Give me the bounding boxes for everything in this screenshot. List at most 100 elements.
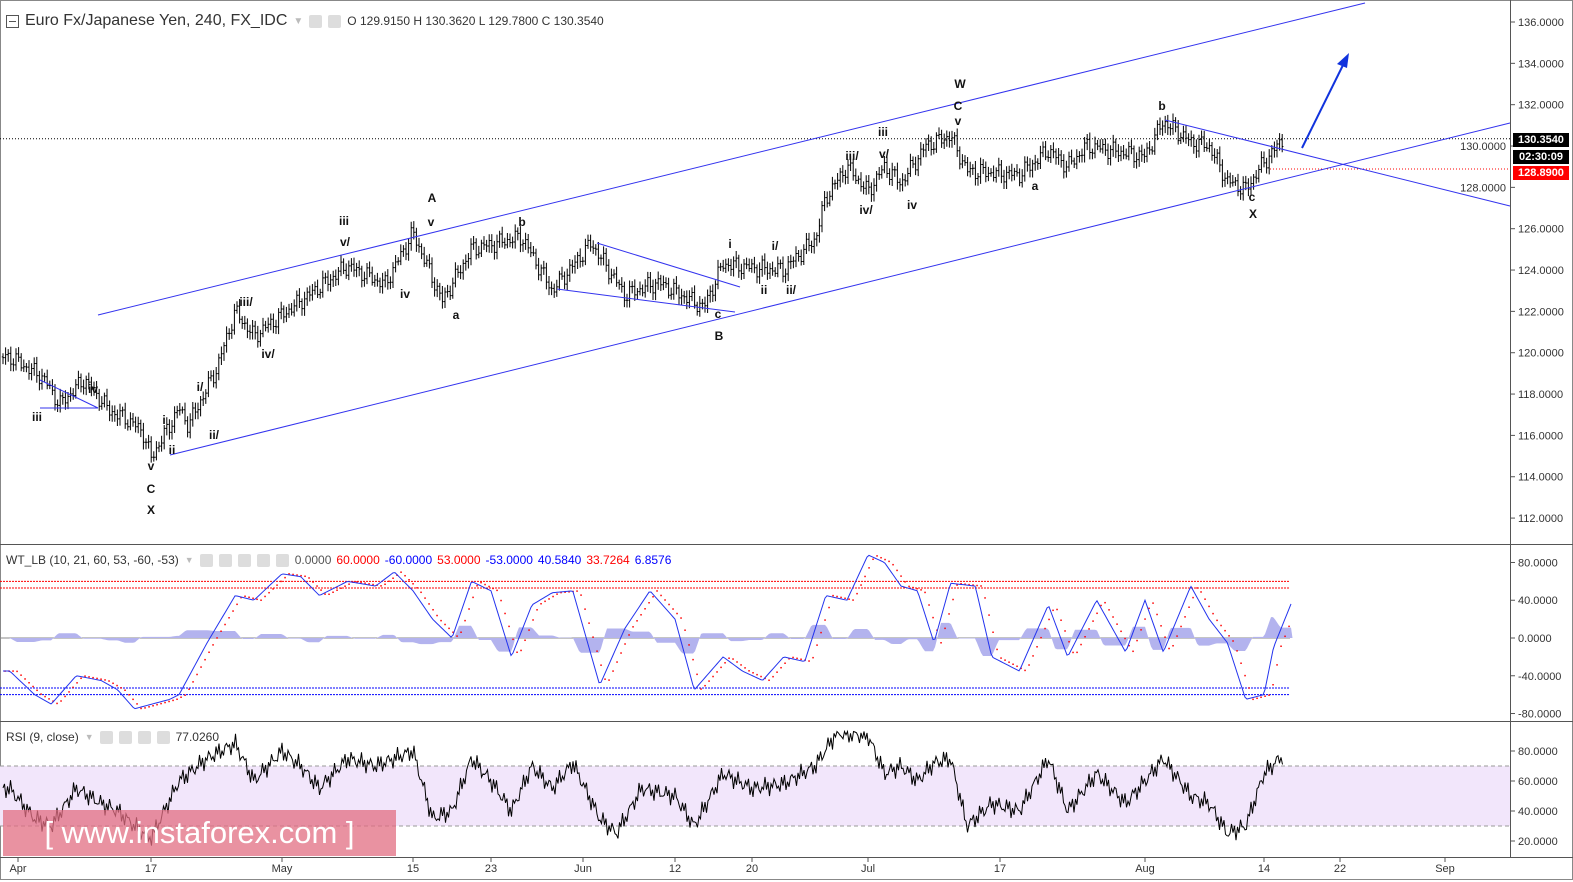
wave-label: ii/ xyxy=(786,283,797,297)
wt2-point xyxy=(368,583,370,585)
wt2-point xyxy=(728,657,730,659)
price-bar xyxy=(550,281,553,296)
eye-icon[interactable] xyxy=(199,553,213,567)
price-bar xyxy=(1169,123,1172,136)
price-bar xyxy=(576,251,579,269)
chevron-down-icon[interactable]: ▼ xyxy=(293,15,304,27)
wt2-point xyxy=(624,643,626,645)
x-tick-label: May xyxy=(272,863,293,875)
x-tick-label: 15 xyxy=(407,863,419,875)
wt2-point xyxy=(696,673,698,676)
wt2-point xyxy=(184,694,186,696)
wedge-lower-line xyxy=(556,288,736,313)
wt2-point xyxy=(648,602,650,604)
chevron-down-icon[interactable]: ▼ xyxy=(184,555,194,565)
plus-icon[interactable] xyxy=(256,553,270,567)
wt2-point xyxy=(76,682,78,684)
wt-title[interactable]: WT_LB (10, 21, 60, 53, -60, -53) xyxy=(6,553,179,567)
price-bar xyxy=(282,305,285,324)
wt2-point xyxy=(460,631,462,633)
source-code-icon[interactable] xyxy=(237,553,251,567)
wt2-point xyxy=(72,686,74,689)
price-bar xyxy=(1255,170,1258,184)
price-bar xyxy=(277,308,280,335)
price-bar xyxy=(1067,151,1071,172)
wt2-point xyxy=(40,693,42,695)
price-bar xyxy=(995,167,998,183)
wt2-point xyxy=(872,558,874,561)
price-bar xyxy=(631,281,634,294)
price-bar xyxy=(1028,158,1032,178)
wt2-point xyxy=(52,700,54,702)
price-bar xyxy=(597,241,600,266)
gear-icon[interactable] xyxy=(328,14,342,28)
price-bar xyxy=(649,271,652,294)
eye-icon[interactable] xyxy=(99,730,113,744)
price-bar xyxy=(974,160,977,186)
wt2-point xyxy=(328,593,330,596)
symbol-title[interactable]: Euro Fx/Japanese Yen, 240, FX_IDC xyxy=(25,12,288,29)
price-bar xyxy=(763,253,766,275)
price-bar xyxy=(251,320,254,340)
price-bar xyxy=(1034,154,1037,171)
collapse-icon[interactable] xyxy=(6,14,19,28)
rsi-title[interactable]: RSI (9, close) xyxy=(6,730,79,744)
price-bar xyxy=(308,285,311,302)
wt-value: 53.0000 xyxy=(437,553,481,567)
rsi-tick-label: 40.0000 xyxy=(1518,806,1558,818)
price-bar xyxy=(230,323,233,339)
price-bar xyxy=(100,396,103,410)
price-bar xyxy=(690,287,694,302)
wt2-point xyxy=(596,650,598,652)
price-bar xyxy=(659,274,662,292)
chevron-down-icon[interactable]: ▼ xyxy=(84,732,94,742)
wt2-point xyxy=(620,652,622,654)
wave-label: v xyxy=(428,215,435,229)
wt2-point xyxy=(108,680,110,682)
wt2-point xyxy=(344,585,346,587)
price-bar xyxy=(147,434,150,449)
price-bar xyxy=(501,226,504,248)
wt2-point xyxy=(884,558,886,561)
close-icon[interactable] xyxy=(275,553,289,567)
wt2-point xyxy=(1080,643,1082,646)
price-bar xyxy=(152,451,155,462)
wt2-point xyxy=(552,595,554,598)
price-bar xyxy=(956,128,959,157)
close-icon[interactable] xyxy=(156,730,170,744)
price-bar xyxy=(1005,166,1008,190)
wt2-point xyxy=(1012,663,1014,665)
price-bar xyxy=(1247,178,1250,197)
price-bar xyxy=(854,168,857,185)
wt2-point xyxy=(548,598,550,600)
wave-label: iv/ xyxy=(859,203,873,217)
wt2-point xyxy=(600,664,602,666)
gear-icon[interactable] xyxy=(218,553,232,567)
price-bar xyxy=(1073,157,1076,168)
price-bar xyxy=(852,158,855,181)
eye-icon[interactable] xyxy=(309,14,323,28)
wt2-point xyxy=(456,635,458,637)
wt2-point xyxy=(152,704,154,707)
wt2-point xyxy=(1284,635,1286,638)
price-bar xyxy=(493,240,496,260)
price-bar xyxy=(482,236,486,250)
price-bar xyxy=(269,313,272,331)
price-bar xyxy=(1187,133,1190,147)
price-bar xyxy=(945,130,948,147)
wt2-point xyxy=(116,684,118,687)
price-bar xyxy=(1047,150,1050,162)
wt2-point xyxy=(392,577,394,579)
gear-icon[interactable] xyxy=(118,730,132,744)
price-bar xyxy=(527,234,530,254)
price-bar xyxy=(615,266,618,287)
wt2-point xyxy=(348,583,350,585)
price-bar xyxy=(893,166,896,177)
wt2-point xyxy=(416,587,418,589)
x-tick-label: 17 xyxy=(994,863,1006,875)
wt2-point xyxy=(656,590,658,592)
price-bar xyxy=(428,253,431,269)
plus-icon[interactable] xyxy=(137,730,151,744)
price-bar xyxy=(1026,156,1029,172)
